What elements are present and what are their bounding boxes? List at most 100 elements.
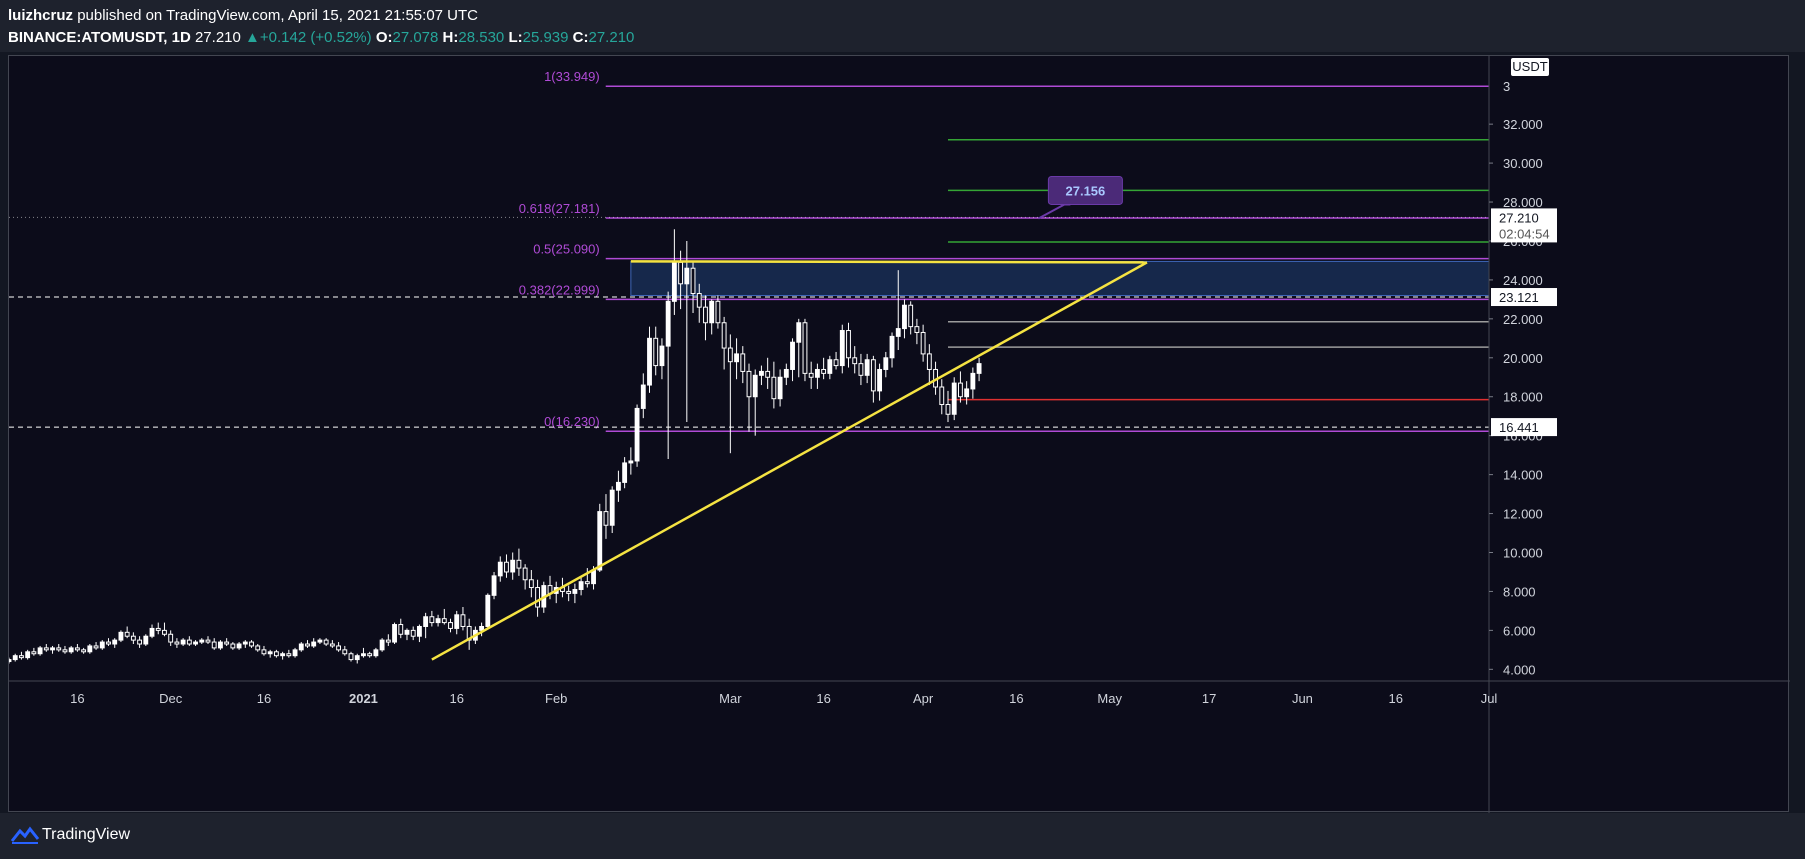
candle-body [50, 647, 55, 651]
x-tick-label: Dec [159, 691, 183, 706]
candle-body [74, 647, 80, 651]
x-tick-label: Mar [719, 691, 742, 706]
candle-body [727, 347, 733, 363]
fib-level-label: 0.382(22.999) [519, 282, 600, 297]
countdown-label: 02:04:54 [1499, 226, 1550, 241]
y-tick-label: 8.000 [1503, 584, 1536, 599]
candle-body [460, 614, 466, 627]
candle-body [224, 641, 230, 645]
x-tick-label: 16 [257, 691, 271, 706]
open-value: 27.078 [392, 29, 439, 46]
last-price: 27.210 [194, 29, 241, 46]
candle-body [81, 649, 87, 653]
y-tick-label: 12.000 [1503, 507, 1543, 522]
candle-body [379, 639, 385, 651]
x-tick-label: Feb [545, 691, 567, 706]
x-tick-label: May [1097, 691, 1122, 706]
candle-body [671, 261, 677, 302]
candle-body [516, 559, 522, 569]
candle-body [591, 569, 596, 585]
candle-body [690, 267, 696, 295]
tradingview-brand[interactable]: TradingView [42, 826, 131, 843]
tradingview-logo-icon[interactable] [10, 825, 40, 845]
candle-body [827, 359, 833, 374]
callout-label: 27.156 [1066, 183, 1106, 198]
candle-body [653, 337, 659, 367]
y-tick-label: 14.000 [1503, 468, 1543, 483]
candle-body [186, 639, 192, 645]
price-chart[interactable]: 1(33.949) 0.618(27.181) 0.5(25.090) 0.382(2… [9, 56, 1790, 813]
candle-body [976, 363, 982, 374]
candle-body [497, 561, 503, 577]
fib-level-label: 0.618(27.181) [519, 201, 600, 216]
candle-body [367, 653, 373, 657]
candle-body [721, 322, 727, 349]
candle-body [777, 376, 783, 400]
candle-body [746, 370, 752, 398]
candle-body [267, 651, 273, 655]
candle-body [684, 267, 690, 285]
candle-body [441, 618, 447, 624]
candle-body [162, 629, 167, 635]
candle-body [858, 363, 864, 376]
candle-body [236, 643, 242, 649]
up-arrow-icon: ▲ [245, 29, 260, 46]
candle-body [951, 382, 957, 415]
y-tick-label: 18.000 [1503, 390, 1543, 405]
trendline [431, 261, 1148, 661]
x-tick-label: 16 [1009, 691, 1023, 706]
candle-body [510, 559, 516, 573]
candle-body [298, 643, 304, 651]
fib-level-label: 0(16.230) [544, 414, 600, 429]
candle-body [790, 341, 795, 370]
candle-body [802, 322, 808, 374]
candle-body [566, 590, 572, 594]
candle-body [193, 641, 198, 645]
candle-body [678, 261, 684, 285]
candle-body [945, 404, 951, 415]
candle-body [759, 370, 764, 376]
chart-area[interactable]: 1(33.949) 0.618(27.181) 0.5(25.090) 0.382(2… [8, 55, 1790, 813]
author-name[interactable]: luizhcruz [8, 7, 74, 24]
candle-body [435, 618, 441, 624]
candle-body [199, 639, 205, 643]
fib-level-label: 0.5(25.090) [533, 242, 600, 257]
candle-body [833, 359, 839, 367]
candle-body [864, 359, 870, 376]
candle-body [970, 372, 976, 390]
candle-body [597, 511, 603, 571]
y-tick-label: 10.000 [1503, 545, 1543, 560]
candle-body [715, 300, 721, 324]
candle-body [168, 633, 174, 643]
candle-body [354, 655, 360, 661]
x-tick-label: Jun [1292, 691, 1313, 706]
candle-body [846, 330, 851, 359]
candle-body [410, 629, 416, 637]
candle-body [448, 622, 453, 629]
x-tick-label: 17 [1202, 691, 1216, 706]
candle-body [783, 368, 789, 378]
price-change: +0.142 (+0.52%) [259, 29, 372, 46]
candle-body [709, 300, 715, 324]
y-tick-label: 6.000 [1503, 623, 1536, 638]
symbol-name[interactable]: BINANCE:ATOMUSDT, 1D [8, 29, 191, 46]
candle-body [155, 627, 161, 631]
candle-body [329, 643, 335, 647]
candle-body [939, 386, 945, 406]
price-label: 23.121 [1499, 290, 1539, 305]
candle-body [317, 639, 323, 643]
price-label: 16.441 [1499, 420, 1539, 435]
candle-body [640, 384, 646, 409]
candle-body [852, 357, 858, 365]
candle-body [926, 353, 932, 370]
candle-body [964, 388, 970, 398]
candle-body [603, 511, 609, 526]
price-label-box [1491, 208, 1557, 243]
candle-body [796, 322, 802, 343]
candle-body [323, 639, 329, 645]
candle-body [93, 645, 99, 649]
support-zone [630, 260, 1490, 296]
low-value: 25.939 [522, 29, 569, 46]
candle-body [43, 647, 49, 651]
candle-body [908, 304, 914, 328]
